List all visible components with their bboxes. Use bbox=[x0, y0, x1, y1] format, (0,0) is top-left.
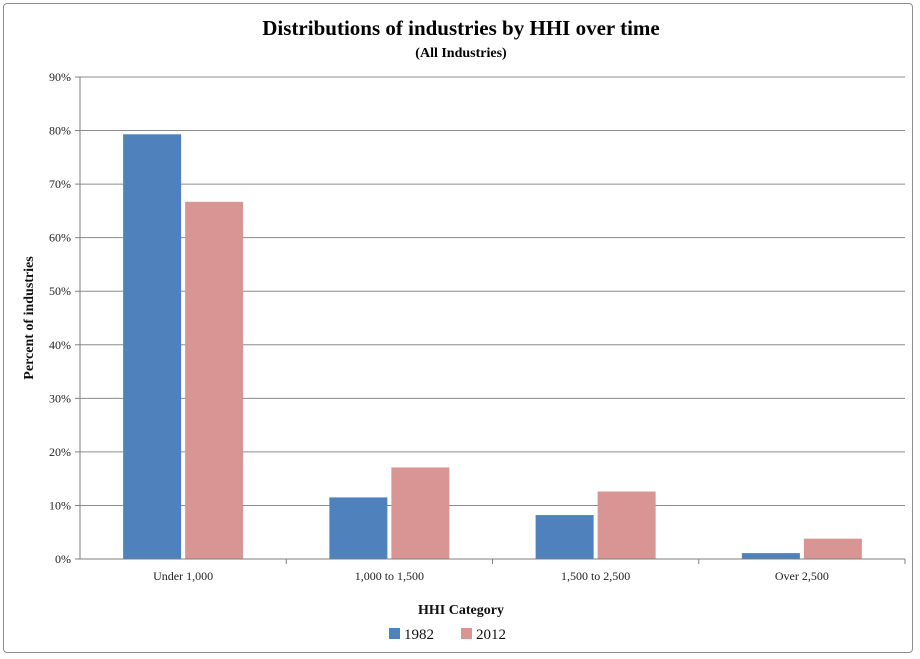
legend-label-2012: 2012 bbox=[476, 627, 506, 643]
x-axis-ticks: Under 1,000 1,000 to 1,500 1,500 to 2,500 O… bbox=[153, 559, 906, 583]
legend-swatch-2012 bbox=[461, 628, 472, 639]
x-tick-label: 1,500 to 2,500 bbox=[561, 569, 630, 583]
bar-1982 bbox=[535, 515, 594, 559]
y-tick-label: 20% bbox=[49, 445, 71, 459]
legend-label-1982: 1982 bbox=[404, 627, 434, 643]
x-axis-title: HHI Category bbox=[418, 603, 504, 618]
y-tick-label: 0% bbox=[55, 552, 71, 566]
legend: 1982 2012 bbox=[389, 627, 506, 643]
chart-title: Distributions of industries by HHI over … bbox=[262, 16, 659, 40]
bar-1982 bbox=[123, 134, 182, 559]
bar-2012 bbox=[803, 538, 862, 559]
legend-swatch-1982 bbox=[389, 628, 400, 639]
x-tick-label: 1,000 to 1,500 bbox=[355, 569, 424, 583]
bars bbox=[123, 134, 862, 560]
bar-2012 bbox=[597, 491, 656, 559]
bar-2012 bbox=[391, 467, 450, 559]
y-axis-title: Percent of industries bbox=[22, 256, 37, 380]
chart-subtitle: (All Industries) bbox=[415, 46, 507, 61]
x-tick-label: Under 1,000 bbox=[153, 569, 213, 583]
y-tick-label: 70% bbox=[49, 177, 71, 191]
y-tick-label: 60% bbox=[49, 231, 71, 245]
bar-1982 bbox=[741, 553, 800, 559]
y-tick-label: 10% bbox=[49, 498, 71, 512]
bar-2012 bbox=[185, 201, 244, 560]
bar-1982 bbox=[329, 497, 388, 559]
y-tick-label: 30% bbox=[49, 391, 71, 405]
y-tick-label: 90% bbox=[49, 70, 71, 84]
y-tick-label: 40% bbox=[49, 338, 71, 352]
y-tick-label: 80% bbox=[49, 124, 71, 138]
y-axis-ticks: 0% 10% 20% 30% 40% 50% 60% 70% 80% 90% bbox=[49, 70, 80, 566]
x-tick-label: Over 2,500 bbox=[775, 569, 829, 583]
y-tick-label: 50% bbox=[49, 284, 71, 298]
